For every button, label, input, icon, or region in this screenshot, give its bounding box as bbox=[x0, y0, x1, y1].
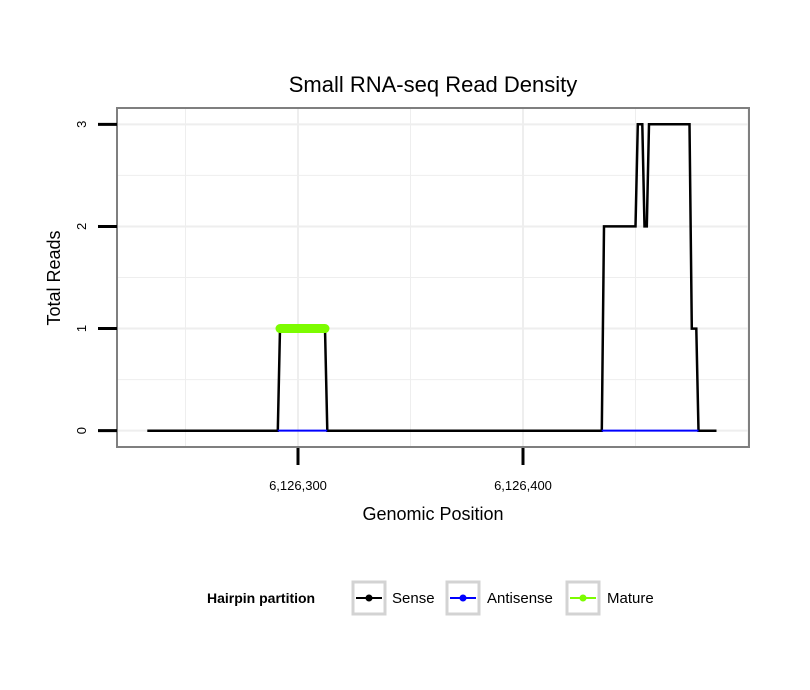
x-tick-label: 6,126,300 bbox=[269, 478, 327, 493]
y-axis: 0 1 2 3 bbox=[74, 121, 117, 434]
y-tick-label: 1 bbox=[74, 325, 89, 332]
legend-point-sense bbox=[365, 594, 373, 602]
x-axis-title: Genomic Position bbox=[362, 504, 503, 524]
legend-point-mature bbox=[579, 594, 587, 602]
legend-label-antisense: Antisense bbox=[487, 590, 553, 607]
y-tick-label: 0 bbox=[74, 427, 89, 434]
legend: Hairpin partition Sense Antisense Mature bbox=[207, 580, 654, 616]
legend-title: Hairpin partition bbox=[207, 590, 315, 606]
legend-label-sense: Sense bbox=[392, 590, 435, 607]
y-axis-title: Total Reads bbox=[44, 230, 64, 325]
x-axis: 6,126,300 6,126,400 bbox=[269, 448, 552, 493]
x-tick-label: 6,126,400 bbox=[494, 478, 552, 493]
legend-point-antisense bbox=[459, 594, 467, 602]
plot-panel bbox=[116, 107, 750, 448]
y-tick-label: 3 bbox=[74, 121, 89, 128]
data-series bbox=[147, 123, 717, 432]
y-tick-label: 2 bbox=[74, 223, 89, 230]
gridlines bbox=[118, 109, 749, 446]
legend-label-mature: Mature bbox=[607, 590, 654, 607]
chart-title: Small RNA-seq Read Density bbox=[289, 72, 578, 97]
